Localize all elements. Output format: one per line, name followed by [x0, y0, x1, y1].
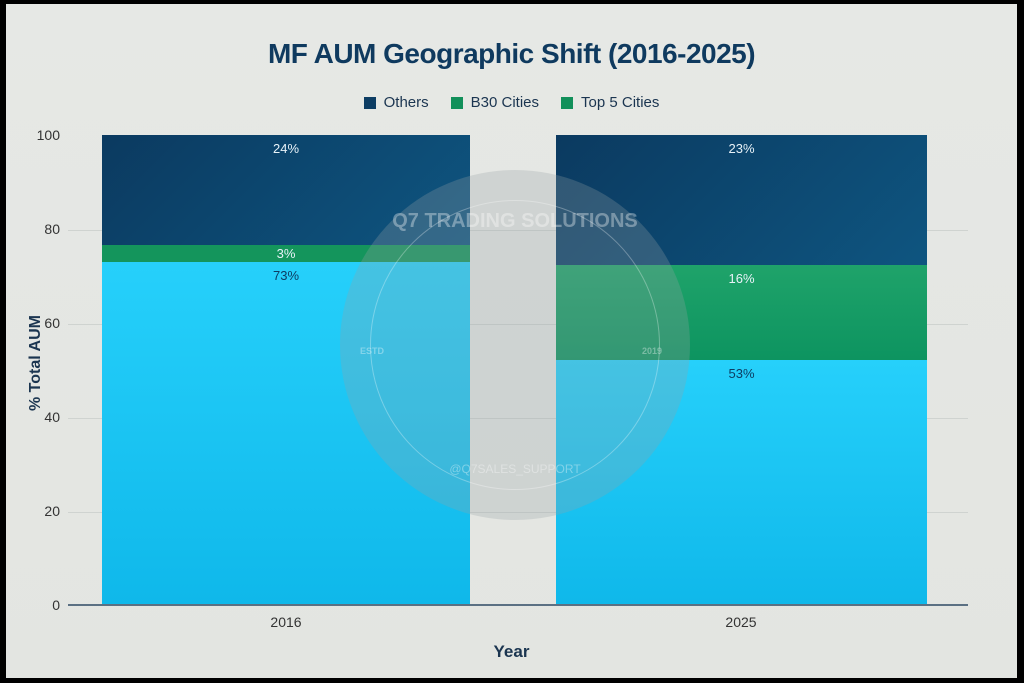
bar-2025-others-label: 23% [728, 141, 755, 156]
legend-label-top5: Top 5 Cities [581, 94, 660, 111]
y-tick-80: 80 [44, 221, 60, 237]
x-axis-line [68, 604, 968, 606]
chart-frame: MF AUM Geographic Shift (2016-2025) Othe… [6, 4, 1017, 678]
bar-2016-b30-label: 3% [276, 246, 296, 261]
x-axis-label: Year [493, 642, 530, 661]
bar-2016-b30: 3% [102, 245, 470, 262]
y-tick-0: 0 [52, 597, 60, 613]
legend-swatch-others [363, 96, 376, 109]
x-tick-2016: 2016 [270, 614, 302, 630]
y-tick-60: 60 [44, 315, 60, 331]
bar-2025-top5-label: 53% [728, 366, 755, 381]
bar-2025-top5: 53% [556, 360, 927, 605]
bar-2016-top5: 73% [102, 262, 470, 605]
bar-2016-top5-label: 73% [272, 268, 300, 283]
gridline-20 [68, 512, 968, 513]
y-tick-20: 20 [44, 503, 60, 519]
gridline-60 [68, 324, 968, 325]
gridline-40 [68, 418, 968, 419]
bar-2016-others: 24% [102, 135, 470, 245]
bar-2025-others: 23% [556, 135, 927, 265]
x-tick-2025: 2025 [725, 614, 757, 630]
bar-2016-others-label: 24% [272, 141, 300, 156]
chart-title: MF AUM Geographic Shift (2016-2025) [267, 38, 756, 69]
legend-swatch-top5 [561, 96, 573, 109]
bar-2016: 24% 3% 73% [102, 135, 470, 605]
bar-2025: 23% 16% 53% [556, 135, 927, 605]
gridline-80 [68, 230, 968, 231]
legend-label-b30: B30 Cities [470, 94, 539, 111]
y-tick-100: 100 [36, 127, 60, 143]
legend-label-others: Others [383, 94, 429, 111]
bar-2025-b30: 16% [556, 265, 927, 360]
chart-legend: Others B30 Cities Top 5 Cities [6, 94, 1017, 111]
legend-item-b30: B30 Cities [450, 94, 539, 111]
legend-swatch-b30 [450, 96, 463, 109]
legend-item-top5: Top 5 Cities [561, 94, 659, 111]
y-tick-40: 40 [44, 409, 60, 425]
bar-2025-b30-label: 16% [728, 271, 755, 286]
legend-item-others: Others [363, 94, 429, 111]
